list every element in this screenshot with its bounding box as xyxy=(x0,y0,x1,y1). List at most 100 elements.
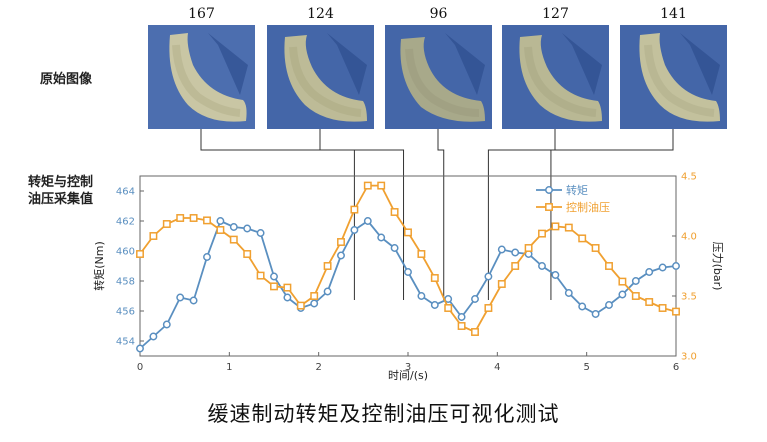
series-line-1 xyxy=(139,219,677,350)
image-connector-4 xyxy=(487,129,556,300)
y2-axis-label: 压力(bar) xyxy=(711,242,724,291)
torque-point xyxy=(283,293,292,302)
original-image-3 xyxy=(385,25,492,129)
torque-point xyxy=(457,313,466,321)
y-axis-ticks: 454 456 458 460 462 464 xyxy=(116,187,144,348)
y-tick-label: 464 xyxy=(116,187,135,198)
pressure-point xyxy=(216,226,225,234)
torque-point xyxy=(551,271,560,279)
pressure-point xyxy=(484,304,493,312)
torque-point xyxy=(430,301,439,309)
image-5-picture xyxy=(620,25,727,129)
torque-point xyxy=(229,223,238,231)
x-tick-label: 4 xyxy=(494,362,500,373)
torque-point xyxy=(484,272,493,281)
original-image-2 xyxy=(267,25,374,129)
pressure-point xyxy=(149,232,158,240)
pressure-point xyxy=(471,328,479,336)
image-connector-5 xyxy=(550,129,674,300)
torque-point xyxy=(471,295,479,303)
image-connector-1 xyxy=(200,129,355,300)
pressure-point xyxy=(390,208,399,216)
pressure-point xyxy=(564,223,573,232)
pressure-point xyxy=(591,244,600,252)
y2-axis-ticks: 3.0 3.5 4.0 4.5 xyxy=(672,172,697,363)
image-number-3: 96 xyxy=(429,6,448,22)
original-image-4 xyxy=(502,25,609,129)
pressure-point xyxy=(136,250,144,258)
torque-point xyxy=(323,287,332,296)
image-number-4: 127 xyxy=(542,6,569,22)
torque-point xyxy=(377,233,386,242)
pressure-point xyxy=(672,307,680,316)
torque-point xyxy=(564,289,573,297)
y-tick-label: 462 xyxy=(116,217,135,228)
torque-point xyxy=(270,272,278,281)
torque-point xyxy=(645,268,654,276)
y-tick-label: 454 xyxy=(116,337,135,348)
torque-point xyxy=(618,290,627,299)
x-axis-label: 时间/(s) xyxy=(388,369,428,382)
pressure-point xyxy=(189,214,198,222)
x-tick-label: 6 xyxy=(673,362,679,373)
torque-point xyxy=(404,268,412,276)
pressure-point xyxy=(203,216,211,225)
pressure-point xyxy=(618,277,627,286)
y-axis-label: 转矩(Nm) xyxy=(92,241,106,291)
image-3-picture xyxy=(385,25,492,129)
pressure-point xyxy=(350,205,359,214)
legend-label-2: 控制油压 xyxy=(566,200,610,214)
y2-tick-label: 3.5 xyxy=(681,292,697,303)
pressure-point xyxy=(578,234,587,243)
pressure-point xyxy=(337,238,345,246)
torque-point xyxy=(497,245,506,254)
pressure-point xyxy=(631,292,640,300)
pressure-point xyxy=(377,181,386,190)
image-1-picture xyxy=(148,25,255,129)
original-image-5 xyxy=(620,25,727,129)
torque-point xyxy=(417,292,426,300)
torque-point xyxy=(189,296,198,305)
pressure-point xyxy=(283,283,292,292)
torque-point xyxy=(631,277,640,285)
legend-marker xyxy=(545,203,553,211)
image-number-1: 167 xyxy=(188,6,215,22)
torque-point xyxy=(243,224,252,233)
pressure-point xyxy=(162,220,171,228)
pressure-point xyxy=(176,214,185,222)
pressure-point xyxy=(363,181,372,190)
y2-tick-label: 4.5 xyxy=(681,172,697,183)
torque-point xyxy=(605,301,613,309)
torque-point xyxy=(176,293,185,302)
y2-tick-label: 4.0 xyxy=(681,232,697,243)
torque-point xyxy=(672,262,680,270)
original-image-1 xyxy=(148,25,255,129)
x-tick-label: 2 xyxy=(315,362,321,373)
figure-caption: 缓速制动转矩及控制油压可视化测试 xyxy=(207,402,560,426)
series-lines xyxy=(136,181,680,353)
torque-point xyxy=(162,320,171,329)
torque-point xyxy=(136,344,144,353)
y2-tick-label: 3.0 xyxy=(681,352,697,363)
pressure-point xyxy=(551,222,560,231)
pressure-point xyxy=(605,262,613,270)
pressure-point xyxy=(430,274,439,282)
pressure-point xyxy=(256,271,265,280)
x-tick-label: 5 xyxy=(583,362,589,373)
pressure-point xyxy=(323,262,332,270)
torque-point xyxy=(216,217,225,225)
pressure-point xyxy=(444,304,453,312)
pressure-point xyxy=(404,228,412,237)
pressure-point xyxy=(270,282,278,291)
pressure-point xyxy=(511,262,520,270)
image-connector-3 xyxy=(437,129,445,300)
pressure-point xyxy=(645,298,654,306)
x-tick-label: 3 xyxy=(405,362,411,373)
pressure-point xyxy=(310,292,319,300)
torque-point xyxy=(363,217,372,225)
x-tick-label: 0 xyxy=(137,362,143,373)
y-tick-label: 460 xyxy=(116,247,135,258)
image-number-2: 124 xyxy=(307,6,334,22)
